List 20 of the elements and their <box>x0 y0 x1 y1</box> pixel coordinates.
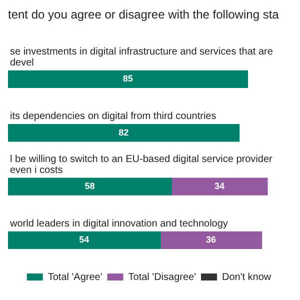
bar <box>8 70 248 88</box>
data-label: 85 <box>122 74 133 84</box>
data-label: 34 <box>214 181 225 192</box>
y-tick-label: its dependencies on digital from third countries <box>10 111 216 122</box>
data-label: 54 <box>79 234 90 245</box>
y-tick-label: world leaders in digital innovation and technology <box>9 218 228 230</box>
legend-label: Don't know <box>222 272 272 283</box>
data-label: 36 <box>206 234 216 245</box>
bar <box>8 124 240 142</box>
legend-label: Total 'Disagree' <box>128 272 196 283</box>
legend-label: Total 'Agree' <box>48 272 102 283</box>
data-label: 58 <box>84 181 95 192</box>
bar <box>8 178 172 196</box>
y-tick-label: se investments in digital infrastructure and services that are devel <box>10 46 274 68</box>
y-tick-label: l be willing to switch to an EU-based digital service provider even i costs <box>10 154 274 176</box>
data-label: 82 <box>118 127 129 138</box>
chart-title: tent do you agree or disagree with the following sta <box>8 8 280 22</box>
bar <box>160 231 262 250</box>
bar <box>171 178 268 196</box>
bar <box>8 231 161 250</box>
